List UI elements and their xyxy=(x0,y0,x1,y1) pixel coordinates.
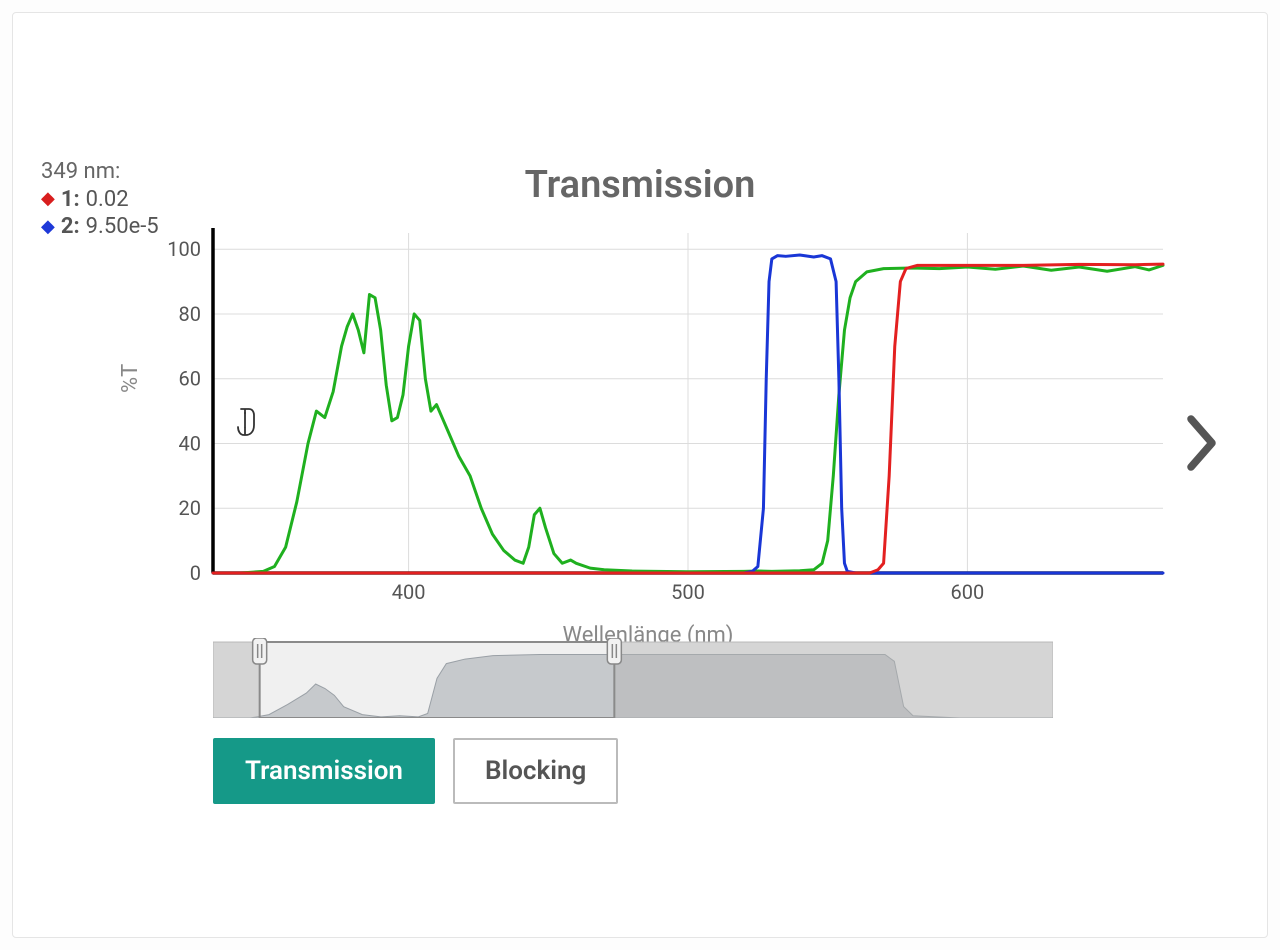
svg-text:40: 40 xyxy=(179,431,201,455)
range-minimap[interactable] xyxy=(213,638,1053,718)
next-button[interactable] xyxy=(1181,413,1225,477)
chevron-right-icon xyxy=(1181,413,1225,473)
y-axis-label: %T xyxy=(118,364,143,393)
transmission-tab[interactable]: Transmission xyxy=(213,738,435,804)
svg-text:500: 500 xyxy=(671,580,705,604)
svg-text:60: 60 xyxy=(179,367,201,391)
svg-text:80: 80 xyxy=(179,302,201,326)
chart-title: Transmission xyxy=(13,163,1267,207)
blocking-tab[interactable]: Blocking xyxy=(453,738,618,804)
chart-area[interactable]: %T 020406080100400500600 Wellenlänge (nm… xyxy=(123,213,1173,648)
mode-buttons: Transmission Blocking xyxy=(213,738,618,804)
svg-text:400: 400 xyxy=(392,580,426,604)
svg-text:0: 0 xyxy=(190,561,201,585)
svg-text:600: 600 xyxy=(951,580,985,604)
chart-card: 349 nm: ◆ 1: 0.02 ◆ 2: 9.50e-5 Transmiss… xyxy=(12,12,1268,938)
transmission-chart[interactable]: 0 20 40 60 80 100 400 500 600 xyxy=(123,213,1173,613)
diamond-icon: ◆ xyxy=(41,218,55,236)
svg-text:20: 20 xyxy=(179,496,201,520)
svg-text:100: 100 xyxy=(167,237,201,261)
readout-series-2-label: 2: xyxy=(61,213,80,241)
